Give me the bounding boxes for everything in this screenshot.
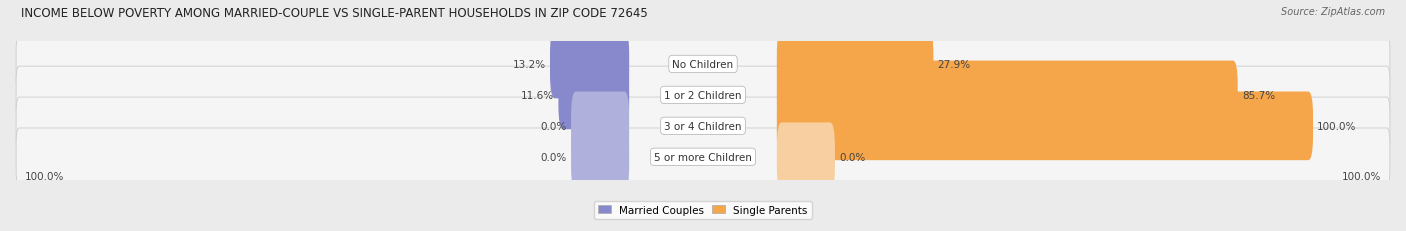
Text: 0.0%: 0.0% bbox=[540, 121, 567, 131]
FancyBboxPatch shape bbox=[778, 123, 835, 191]
FancyBboxPatch shape bbox=[550, 30, 628, 99]
Legend: Married Couples, Single Parents: Married Couples, Single Parents bbox=[595, 201, 811, 219]
Text: 100.0%: 100.0% bbox=[1317, 121, 1357, 131]
FancyBboxPatch shape bbox=[778, 30, 934, 99]
Text: 100.0%: 100.0% bbox=[1341, 171, 1381, 181]
Text: 0.0%: 0.0% bbox=[540, 152, 567, 162]
Text: 85.7%: 85.7% bbox=[1241, 91, 1275, 100]
Text: 100.0%: 100.0% bbox=[25, 171, 65, 181]
FancyBboxPatch shape bbox=[778, 92, 1313, 161]
FancyBboxPatch shape bbox=[15, 98, 1391, 155]
FancyBboxPatch shape bbox=[15, 128, 1391, 186]
Text: 11.6%: 11.6% bbox=[522, 91, 554, 100]
Text: No Children: No Children bbox=[672, 60, 734, 70]
FancyBboxPatch shape bbox=[15, 36, 1391, 93]
Text: INCOME BELOW POVERTY AMONG MARRIED-COUPLE VS SINGLE-PARENT HOUSEHOLDS IN ZIP COD: INCOME BELOW POVERTY AMONG MARRIED-COUPL… bbox=[21, 7, 648, 20]
Text: Source: ZipAtlas.com: Source: ZipAtlas.com bbox=[1281, 7, 1385, 17]
FancyBboxPatch shape bbox=[15, 67, 1391, 124]
FancyBboxPatch shape bbox=[778, 61, 1237, 130]
FancyBboxPatch shape bbox=[571, 92, 628, 161]
Text: 0.0%: 0.0% bbox=[839, 152, 866, 162]
Text: 1 or 2 Children: 1 or 2 Children bbox=[664, 91, 742, 100]
FancyBboxPatch shape bbox=[558, 61, 628, 130]
Text: 3 or 4 Children: 3 or 4 Children bbox=[664, 121, 742, 131]
FancyBboxPatch shape bbox=[571, 123, 628, 191]
Text: 5 or more Children: 5 or more Children bbox=[654, 152, 752, 162]
Text: 13.2%: 13.2% bbox=[513, 60, 546, 70]
Text: 27.9%: 27.9% bbox=[938, 60, 970, 70]
